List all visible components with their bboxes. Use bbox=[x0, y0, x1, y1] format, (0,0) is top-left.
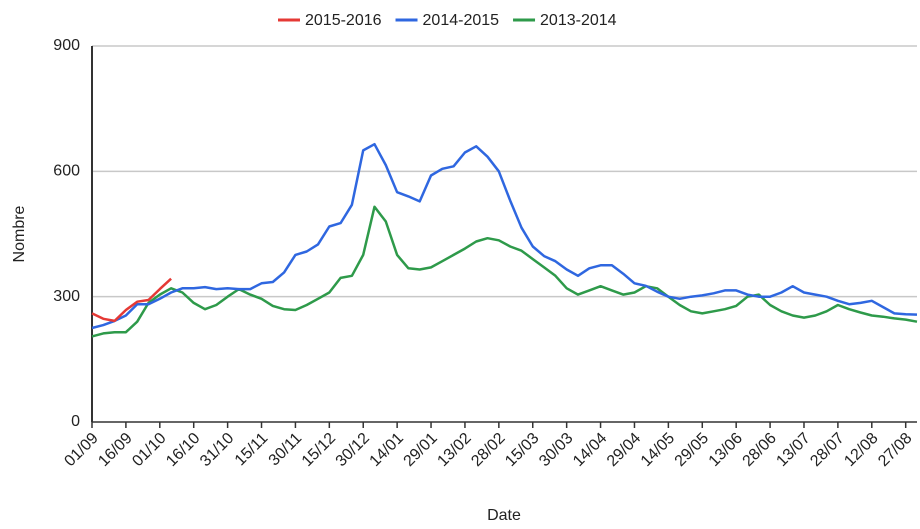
x-tick-label: 28/06 bbox=[740, 430, 780, 470]
x-tick-label: 30/03 bbox=[536, 430, 576, 470]
x-tick-label: 16/10 bbox=[163, 430, 203, 470]
x-tick-label: 16/09 bbox=[95, 430, 135, 470]
y-tick-label: 900 bbox=[53, 37, 80, 54]
x-tick-label: 30/11 bbox=[266, 430, 306, 470]
x-tick-label: 14/04 bbox=[570, 430, 610, 470]
y-tick-label: 600 bbox=[53, 163, 80, 180]
x-tick-label: 27/08 bbox=[875, 430, 915, 470]
x-tick-label: 01/09 bbox=[61, 430, 101, 470]
x-tick-label: 29/05 bbox=[672, 430, 712, 470]
series-line bbox=[91, 277, 172, 323]
x-tick-label: 13/02 bbox=[434, 430, 474, 470]
x-tick-label: 14/05 bbox=[638, 430, 678, 470]
legend-label: 2014-2015 bbox=[423, 12, 500, 29]
x-tick-label: 15/03 bbox=[502, 430, 542, 470]
legend: 2015-2016 2014-2015 2013-2014 bbox=[278, 12, 617, 29]
legend-label: 2013-2014 bbox=[540, 12, 617, 29]
x-tick-label: 15/11 bbox=[232, 430, 272, 470]
x-tick-label: 31/10 bbox=[197, 430, 237, 470]
y-tick-label: 300 bbox=[53, 288, 80, 305]
x-tick-label: 28/02 bbox=[468, 430, 508, 470]
y-axis-title: Nombre bbox=[11, 205, 28, 262]
x-tick-label: 15/12 bbox=[299, 430, 339, 470]
x-tick-label: 14/01 bbox=[367, 430, 407, 470]
x-tick-label: 12/08 bbox=[841, 430, 881, 470]
series-line bbox=[91, 205, 918, 338]
series-line bbox=[91, 142, 918, 330]
x-tick-label: 29/01 bbox=[401, 430, 441, 470]
x-tick-label: 29/04 bbox=[604, 430, 644, 470]
x-tick-label: 28/07 bbox=[807, 430, 847, 470]
y-tick-label: 0 bbox=[71, 413, 80, 430]
legend-label: 2015-2016 bbox=[305, 12, 382, 29]
x-axis-title: Date bbox=[487, 507, 521, 524]
x-tick-label: 13/06 bbox=[706, 430, 746, 470]
x-tick-label: 30/12 bbox=[333, 430, 373, 470]
x-tick-label: 13/07 bbox=[773, 430, 813, 470]
x-tick-label: 01/10 bbox=[129, 430, 169, 470]
